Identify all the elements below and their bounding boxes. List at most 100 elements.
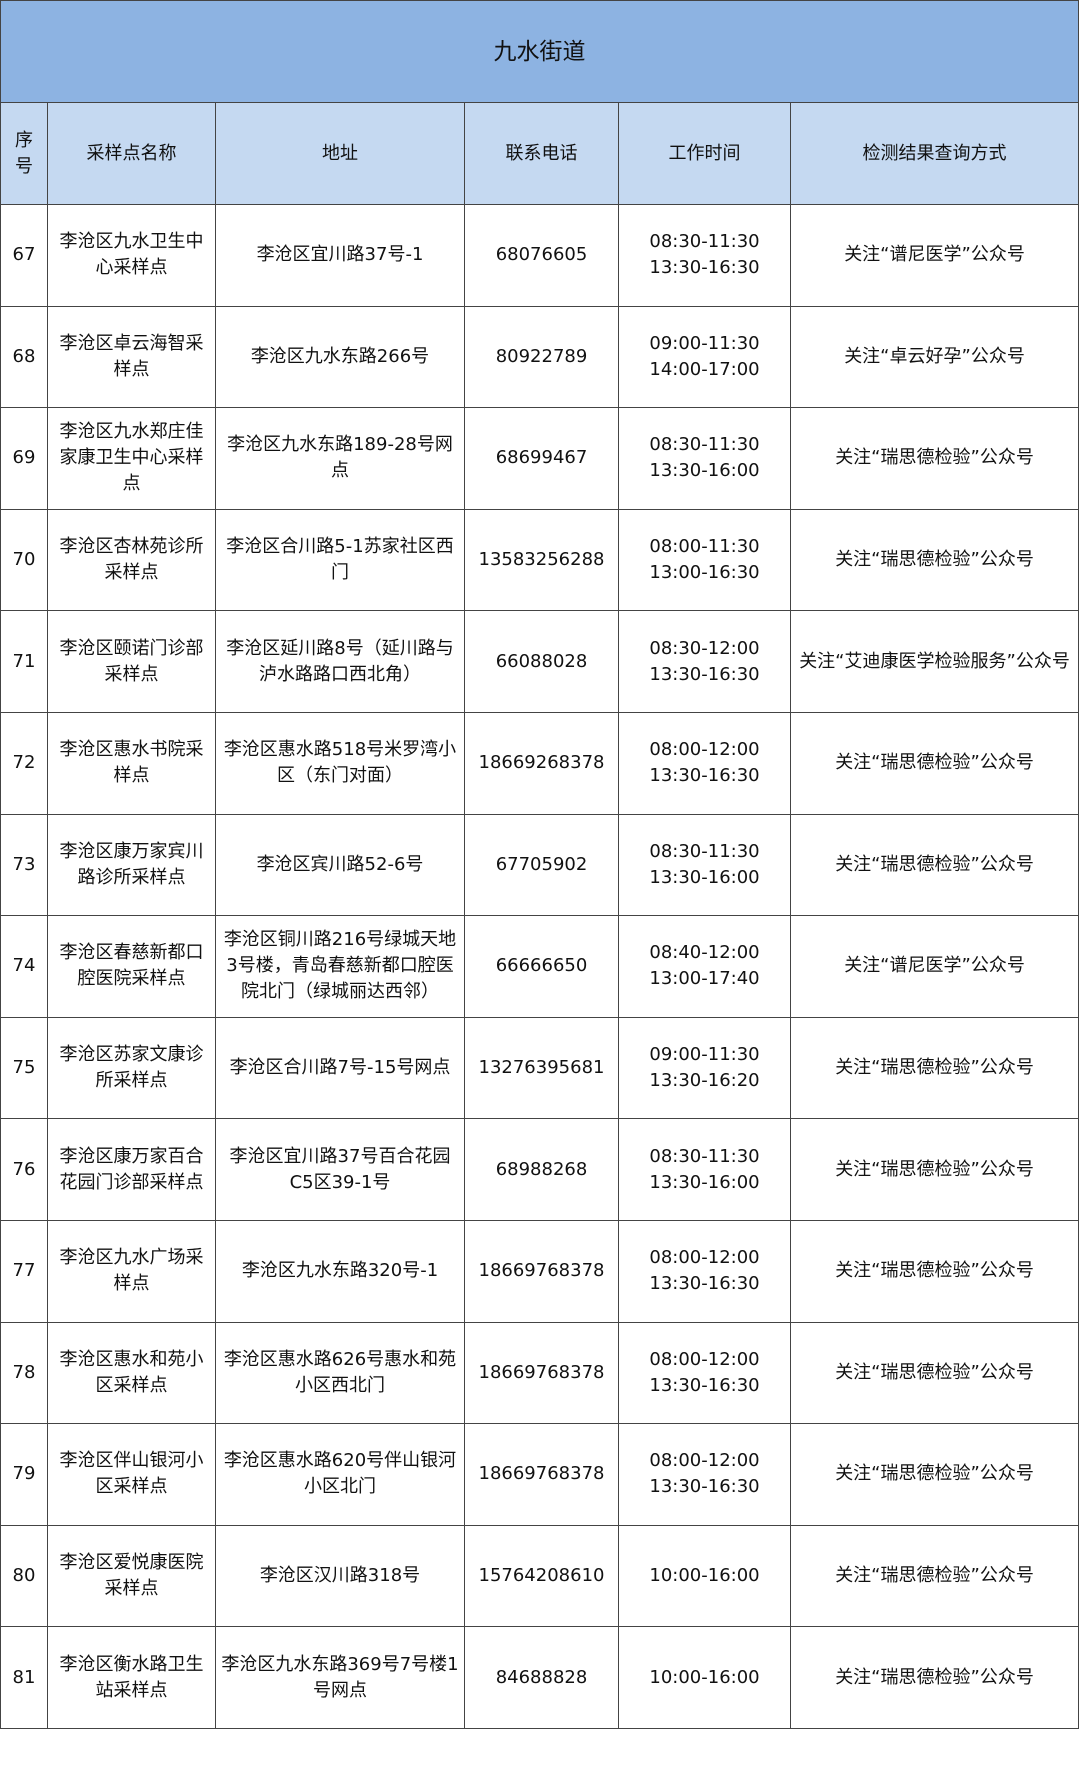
hours-line: 13:30-16:30 bbox=[649, 257, 760, 279]
header-col-hours: 工作时间 bbox=[618, 102, 791, 205]
hours-line: 13:30-16:30 bbox=[649, 1273, 760, 1295]
query-method-cell: 关注“瑞思德检验”公众号 bbox=[789, 1321, 1080, 1425]
phone-cell: 68699467 bbox=[464, 407, 619, 510]
query-method-cell: 关注“瑞思德检验”公众号 bbox=[789, 813, 1080, 917]
query-method-cell: 关注“瑞思德检验”公众号 bbox=[789, 508, 1080, 612]
hours-line: 08:30-11:30 bbox=[649, 840, 760, 862]
table-row: 73 李沧区康万家宾川路诊所采样点 李沧区宾川路52-6号 67705902 08:30… bbox=[0, 813, 1080, 917]
phone-cell: 68076605 bbox=[464, 204, 619, 307]
site-name-cell: 李沧区康万家百合花园门诊部采样点 bbox=[47, 1118, 216, 1221]
table-row: 67 李沧区九水卫生中心采样点 李沧区宜川路37号-1 68076605 08:30-1… bbox=[0, 204, 1080, 307]
phone-cell: 15764208610 bbox=[464, 1524, 619, 1628]
header-col-address: 地址 bbox=[215, 102, 465, 205]
hours-cell: 08:30-11:30 13:30-16:00 bbox=[618, 1118, 791, 1221]
table-row: 81 李沧区衡水路卫生站采样点 李沧区九水东路369号7号楼1号网点 84688828… bbox=[0, 1626, 1080, 1729]
query-method-cell: 关注“瑞思德检验”公众号 bbox=[789, 1626, 1080, 1729]
query-method-cell: 关注“瑞思德检验”公众号 bbox=[789, 1524, 1080, 1628]
phone-cell: 80922789 bbox=[464, 305, 619, 409]
site-name-cell: 李沧区惠水和苑小区采样点 bbox=[47, 1321, 216, 1425]
query-method-cell: 关注“瑞思德检验”公众号 bbox=[789, 1016, 1080, 1120]
address-cell: 李沧区合川路5-1苏家社区西门 bbox=[215, 508, 465, 612]
address-cell: 李沧区惠水路620号伴山银河小区北门 bbox=[215, 1423, 465, 1526]
address-cell: 李沧区延川路8号（延川路与泸水路路口西北角） bbox=[215, 610, 465, 713]
table-row: 68 李沧区卓云海智采样点 李沧区九水东路266号 80922789 09:00-11:… bbox=[0, 305, 1080, 409]
query-method-cell: 关注“瑞思德检验”公众号 bbox=[789, 407, 1080, 510]
address-cell: 李沧区九水东路369号7号楼1号网点 bbox=[215, 1626, 465, 1729]
site-name-cell: 李沧区九水卫生中心采样点 bbox=[47, 204, 216, 307]
hours-line: 13:30-16:20 bbox=[649, 1070, 760, 1092]
hours-line: 13:30-16:00 bbox=[649, 1171, 760, 1193]
phone-cell: 18669768378 bbox=[464, 1423, 619, 1526]
table-row: 78 李沧区惠水和苑小区采样点 李沧区惠水路626号惠水和苑小区西北门 1866976… bbox=[0, 1321, 1080, 1425]
hours-cell: 09:00-11:30 13:30-16:20 bbox=[618, 1016, 791, 1120]
address-cell: 李沧区铜川路216号绿城天地3号楼，青岛春慈新都口腔医院北门（绿城丽达西邻） bbox=[215, 915, 465, 1018]
hours-line: 13:30-16:00 bbox=[649, 460, 760, 482]
hours-cell: 08:00-11:30 13:00-16:30 bbox=[618, 508, 791, 612]
address-cell: 李沧区九水东路266号 bbox=[215, 305, 465, 409]
site-name-cell: 李沧区惠水书院采样点 bbox=[47, 711, 216, 815]
hours-line: 08:30-12:00 bbox=[649, 637, 760, 659]
phone-cell: 18669268378 bbox=[464, 711, 619, 815]
table-row: 80 李沧区爱悦康医院采样点 李沧区汉川路318号 15764208610 10:00-… bbox=[0, 1524, 1080, 1628]
address-cell: 李沧区宜川路37号百合花园C5区39-1号 bbox=[215, 1118, 465, 1221]
phone-cell: 13276395681 bbox=[464, 1016, 619, 1120]
index-cell: 69 bbox=[0, 407, 48, 510]
table-row: 77 李沧区九水广场采样点 李沧区九水东路320号-1 18669768378 08:0… bbox=[0, 1219, 1080, 1323]
hours-cell: 08:30-11:30 13:30-16:30 bbox=[618, 204, 791, 307]
query-method-cell: 关注“谱尼医学”公众号 bbox=[789, 915, 1080, 1018]
index-cell: 74 bbox=[0, 915, 48, 1018]
index-cell: 77 bbox=[0, 1219, 48, 1323]
hours-cell: 10:00-16:00 bbox=[618, 1524, 791, 1628]
site-name-cell: 李沧区九水广场采样点 bbox=[47, 1219, 216, 1323]
hours-line: 13:00-17:40 bbox=[649, 968, 760, 990]
hours-cell: 08:40-12:00 13:00-17:40 bbox=[618, 915, 791, 1018]
header-col-index: 序号 bbox=[0, 102, 48, 205]
index-cell: 76 bbox=[0, 1118, 48, 1221]
hours-line: 10:00-16:00 bbox=[649, 1565, 760, 1587]
phone-cell: 84688828 bbox=[464, 1626, 619, 1729]
hours-line: 10:00-16:00 bbox=[649, 1666, 760, 1688]
index-cell: 75 bbox=[0, 1016, 48, 1120]
hours-cell: 10:00-16:00 bbox=[618, 1626, 791, 1729]
hours-line: 09:00-11:30 bbox=[649, 1044, 760, 1066]
site-name-cell: 李沧区春慈新都口腔医院采样点 bbox=[47, 915, 216, 1018]
hours-line: 08:30-11:30 bbox=[649, 231, 760, 253]
hours-line: 08:00-12:00 bbox=[649, 739, 760, 761]
address-cell: 李沧区合川路7号-15号网点 bbox=[215, 1016, 465, 1120]
site-name-cell: 李沧区伴山银河小区采样点 bbox=[47, 1423, 216, 1526]
hours-line: 08:30-11:30 bbox=[649, 1145, 760, 1167]
index-cell: 68 bbox=[0, 305, 48, 409]
index-cell: 73 bbox=[0, 813, 48, 917]
table-row: 76 李沧区康万家百合花园门诊部采样点 李沧区宜川路37号百合花园C5区39-1号 6… bbox=[0, 1118, 1080, 1221]
phone-cell: 18669768378 bbox=[464, 1321, 619, 1425]
address-cell: 李沧区九水东路320号-1 bbox=[215, 1219, 465, 1323]
query-method-cell: 关注“瑞思德检验”公众号 bbox=[789, 711, 1080, 815]
query-method-cell: 关注“谱尼医学”公众号 bbox=[789, 204, 1080, 307]
hours-line: 08:00-12:00 bbox=[649, 1450, 760, 1472]
header-col-phone: 联系电话 bbox=[464, 102, 619, 205]
table-title: 九水街道 bbox=[0, 0, 1080, 103]
hours-cell: 08:00-12:00 13:30-16:30 bbox=[618, 1423, 791, 1526]
hours-cell: 09:00-11:30 14:00-17:00 bbox=[618, 305, 791, 409]
table-row: 75 李沧区苏家文康诊所采样点 李沧区合川路7号-15号网点 13276395681 0… bbox=[0, 1016, 1080, 1120]
address-cell: 李沧区九水东路189-28号网点 bbox=[215, 407, 465, 510]
hours-line: 13:30-16:00 bbox=[649, 866, 760, 888]
hours-cell: 08:30-12:00 13:30-16:30 bbox=[618, 610, 791, 713]
hours-cell: 08:30-11:30 13:30-16:00 bbox=[618, 813, 791, 917]
hours-cell: 08:30-11:30 13:30-16:00 bbox=[618, 407, 791, 510]
index-cell: 79 bbox=[0, 1423, 48, 1526]
index-cell: 72 bbox=[0, 711, 48, 815]
table-row: 70 李沧区杏林苑诊所采样点 李沧区合川路5-1苏家社区西门 13583256288 0… bbox=[0, 508, 1080, 612]
phone-cell: 13583256288 bbox=[464, 508, 619, 612]
address-cell: 李沧区惠水路518号米罗湾小区（东门对面） bbox=[215, 711, 465, 815]
hours-line: 08:00-12:00 bbox=[649, 1247, 760, 1269]
header-col-site-name: 采样点名称 bbox=[47, 102, 216, 205]
index-cell: 78 bbox=[0, 1321, 48, 1425]
index-cell: 70 bbox=[0, 508, 48, 612]
phone-cell: 18669768378 bbox=[464, 1219, 619, 1323]
site-name-cell: 李沧区衡水路卫生站采样点 bbox=[47, 1626, 216, 1729]
index-cell: 81 bbox=[0, 1626, 48, 1729]
phone-cell: 66088028 bbox=[464, 610, 619, 713]
query-method-cell: 关注“瑞思德检验”公众号 bbox=[789, 1219, 1080, 1323]
site-name-cell: 李沧区颐诺门诊部采样点 bbox=[47, 610, 216, 713]
